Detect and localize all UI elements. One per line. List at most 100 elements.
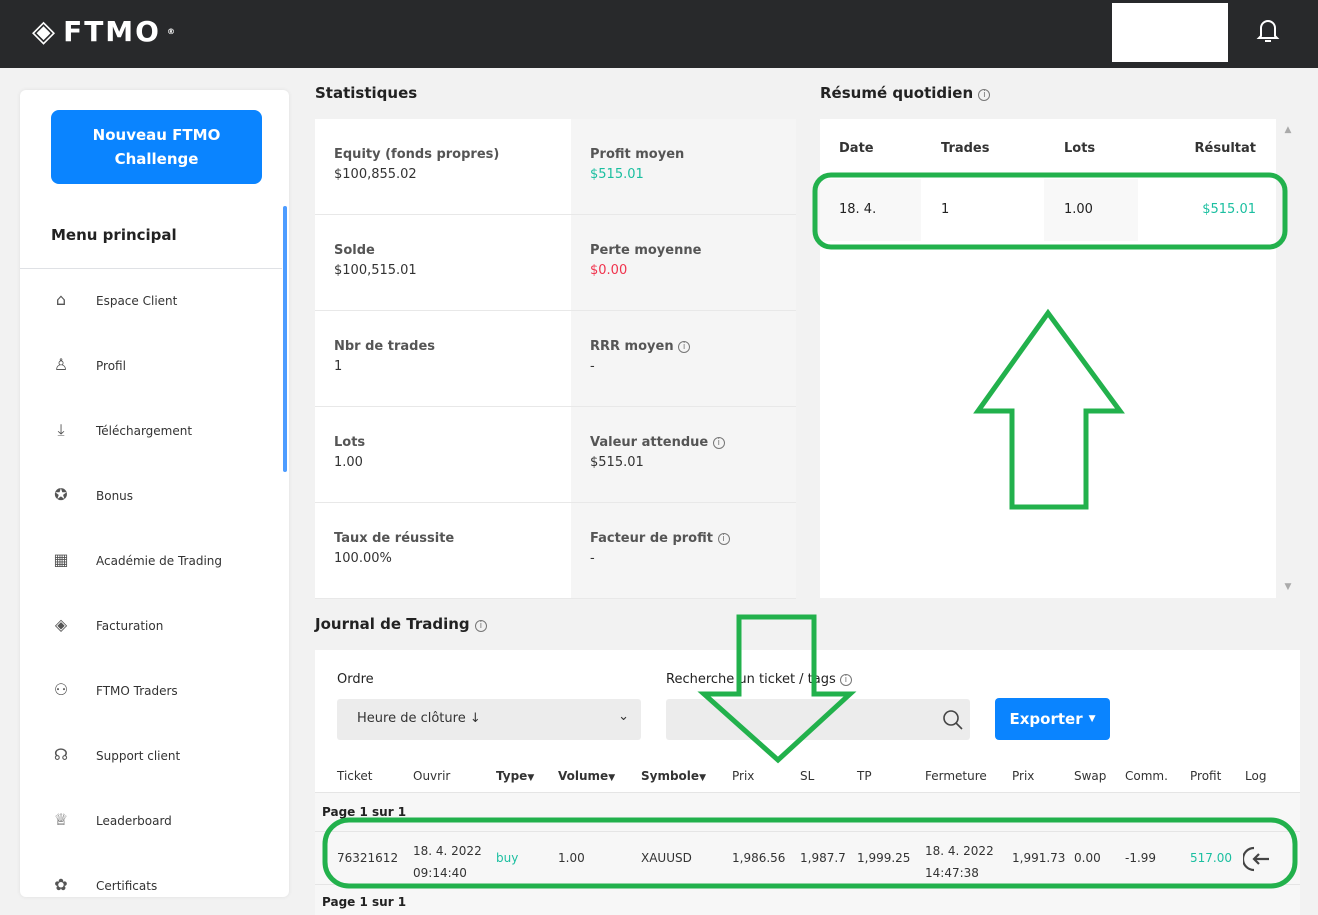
cell-symbol: XAUUSD <box>641 851 692 865</box>
col-header: Comm. <box>1125 769 1168 783</box>
stat-item: Valeur attendue i $515.01 <box>571 407 796 503</box>
sidebar-item-label: FTMO Traders <box>96 684 178 698</box>
table-row[interactable]: 76321612 buy 1.00 XAUUSD 1,986.56 1,987.7 1,99… <box>315 831 1300 885</box>
stat-label: Taux de réussite <box>334 531 455 546</box>
sidebar-item[interactable]: ☊ Support client <box>50 744 180 768</box>
stat-value: - <box>590 359 595 374</box>
sidebar-item-label: Support client <box>96 749 181 763</box>
menu-icon: ✿ <box>54 875 68 894</box>
log-icon[interactable] <box>1243 844 1273 874</box>
stat-label: Facteur de profit <box>590 531 713 546</box>
bell-icon[interactable] <box>1256 16 1280 46</box>
sidebar-item[interactable]: ▦ Académie de Trading <box>50 549 222 573</box>
menu-icon: ⚇ <box>53 680 69 699</box>
cell-trades: 1 <box>921 179 1044 241</box>
stat-value: $515.01 <box>590 455 644 470</box>
col-lots[interactable]: Lots <box>1064 141 1096 156</box>
stat-label: Profit moyen <box>590 147 685 162</box>
col-header: Ouvrir <box>413 769 451 783</box>
cell-date: 18. 4. <box>820 179 921 241</box>
col-header[interactable]: Volume▼ <box>558 769 616 783</box>
sidebar-item[interactable]: ♕ Leaderboard <box>50 809 172 833</box>
cell-type: buy <box>496 851 519 865</box>
stat-item: Nbr de trades 1 <box>315 311 571 407</box>
sidebar-item[interactable]: ✿ Certificats <box>50 874 157 898</box>
stat-item: Lots 1.00 <box>315 407 571 503</box>
journal-card: Ordre Heure de clôture ↓ ⌄ Recherche un t… <box>315 650 1300 915</box>
stats-title: Statistiques <box>315 84 418 102</box>
daily-scrollbar[interactable]: ▲ ▼ <box>1277 119 1299 598</box>
cell-ticket: 76321612 <box>337 851 399 865</box>
stat-item: Equity (fonds propres) $100,855.02 <box>315 119 571 215</box>
stat-label: Nbr de trades <box>334 339 436 354</box>
sidebar: Nouveau FTMO Challenge Menu principal ⌂ E… <box>20 90 289 897</box>
search-input[interactable] <box>666 699 970 740</box>
daily-summary-card: Date Trades Lots Résultat 18. 4. 1 1.00 … <box>820 119 1276 598</box>
stat-label: Lots <box>334 435 366 450</box>
info-icon[interactable]: i <box>712 437 725 449</box>
sidebar-item[interactable]: ⤓ Téléchargement <box>50 419 192 443</box>
stat-item: Perte moyenne $0.00 <box>571 215 796 311</box>
sidebar-item-label: Téléchargement <box>96 424 193 438</box>
stat-label: Equity (fonds propres) <box>334 147 500 162</box>
stat-value: - <box>590 551 595 566</box>
export-button[interactable]: Exporter ▼ <box>995 698 1110 740</box>
col-result[interactable]: Résultat <box>1194 141 1256 156</box>
new-challenge-button[interactable]: Nouveau FTMO Challenge <box>51 110 262 184</box>
sidebar-item[interactable]: ✪ Bonus <box>50 484 133 508</box>
col-header: Ticket <box>337 769 373 783</box>
col-header[interactable]: Symbole▼ <box>641 769 706 783</box>
stat-item: Solde $100,515.01 <box>315 215 571 311</box>
sidebar-item[interactable]: ◈ Facturation <box>50 614 164 638</box>
cell-close_price: 1,991.73 <box>1012 851 1066 865</box>
cell-close: 18. 4. 2022 14:47:38 <box>925 844 994 880</box>
order-select[interactable]: Heure de clôture ↓ ⌄ <box>337 699 641 740</box>
stat-item: Facteur de profit i - <box>571 503 796 599</box>
daily-title: Résumé quotidien i <box>820 84 991 102</box>
sidebar-item-label: Académie de Trading <box>96 554 223 568</box>
info-icon[interactable]: i <box>678 341 691 353</box>
info-icon[interactable]: i <box>474 620 487 632</box>
info-icon[interactable]: i <box>839 674 852 686</box>
stats-card: Equity (fonds propres) $100,855.02 Profit … <box>315 119 796 599</box>
redacted-area <box>1112 3 1228 62</box>
cell-volume: 1.00 <box>558 851 585 865</box>
sidebar-item[interactable]: ⌂ Espace Client <box>50 289 177 313</box>
col-date[interactable]: Date <box>839 141 874 156</box>
sidebar-scrollbar[interactable] <box>283 206 287 472</box>
info-icon[interactable]: i <box>978 89 991 101</box>
sidebar-item-label: Bonus <box>96 489 134 503</box>
ftmo-logo[interactable]: ◈ FTMO ® <box>32 14 177 49</box>
menu-icon: ▦ <box>53 550 69 569</box>
sidebar-item[interactable]: ♙ Profil <box>50 354 126 378</box>
cell-comm: -1.99 <box>1125 851 1157 865</box>
col-trades[interactable]: Trades <box>941 141 990 156</box>
col-header: SL <box>800 769 815 783</box>
cell-tp: 1,999.25 <box>857 851 911 865</box>
stat-item: Taux de réussite 100.00% <box>315 503 571 599</box>
sidebar-item[interactable]: ⚇ FTMO Traders <box>50 679 178 703</box>
col-header: Swap <box>1074 769 1107 783</box>
col-header[interactable]: Type▼ <box>496 769 535 783</box>
menu-icon: ♙ <box>53 355 69 374</box>
sidebar-item-label: Leaderboard <box>96 814 172 828</box>
menu-icon: ☊ <box>53 745 69 764</box>
menu-icon: ♕ <box>53 810 69 829</box>
page-indicator: Page 1 sur 1 <box>322 805 407 819</box>
info-icon[interactable]: i <box>717 533 730 545</box>
col-header: Profit <box>1190 769 1222 783</box>
journal-title: Journal de Trading i <box>315 615 487 633</box>
stat-item: RRR moyen i - <box>571 311 796 407</box>
col-header: Prix <box>732 769 755 783</box>
sidebar-item-label: Espace Client <box>96 294 178 308</box>
sidebar-item-label: Facturation <box>96 619 164 633</box>
cell-lots: 1.00 <box>1044 179 1138 241</box>
col-header: Log <box>1245 769 1267 783</box>
stat-label: Valeur attendue <box>590 435 709 450</box>
menu-icon: ✪ <box>54 485 68 504</box>
stat-value: $0.00 <box>590 263 628 278</box>
cell-price: 1,986.56 <box>732 851 786 865</box>
stat-label: Solde <box>334 243 375 258</box>
stat-value: 100.00% <box>334 551 392 566</box>
cell-sl: 1,987.7 <box>800 851 846 865</box>
